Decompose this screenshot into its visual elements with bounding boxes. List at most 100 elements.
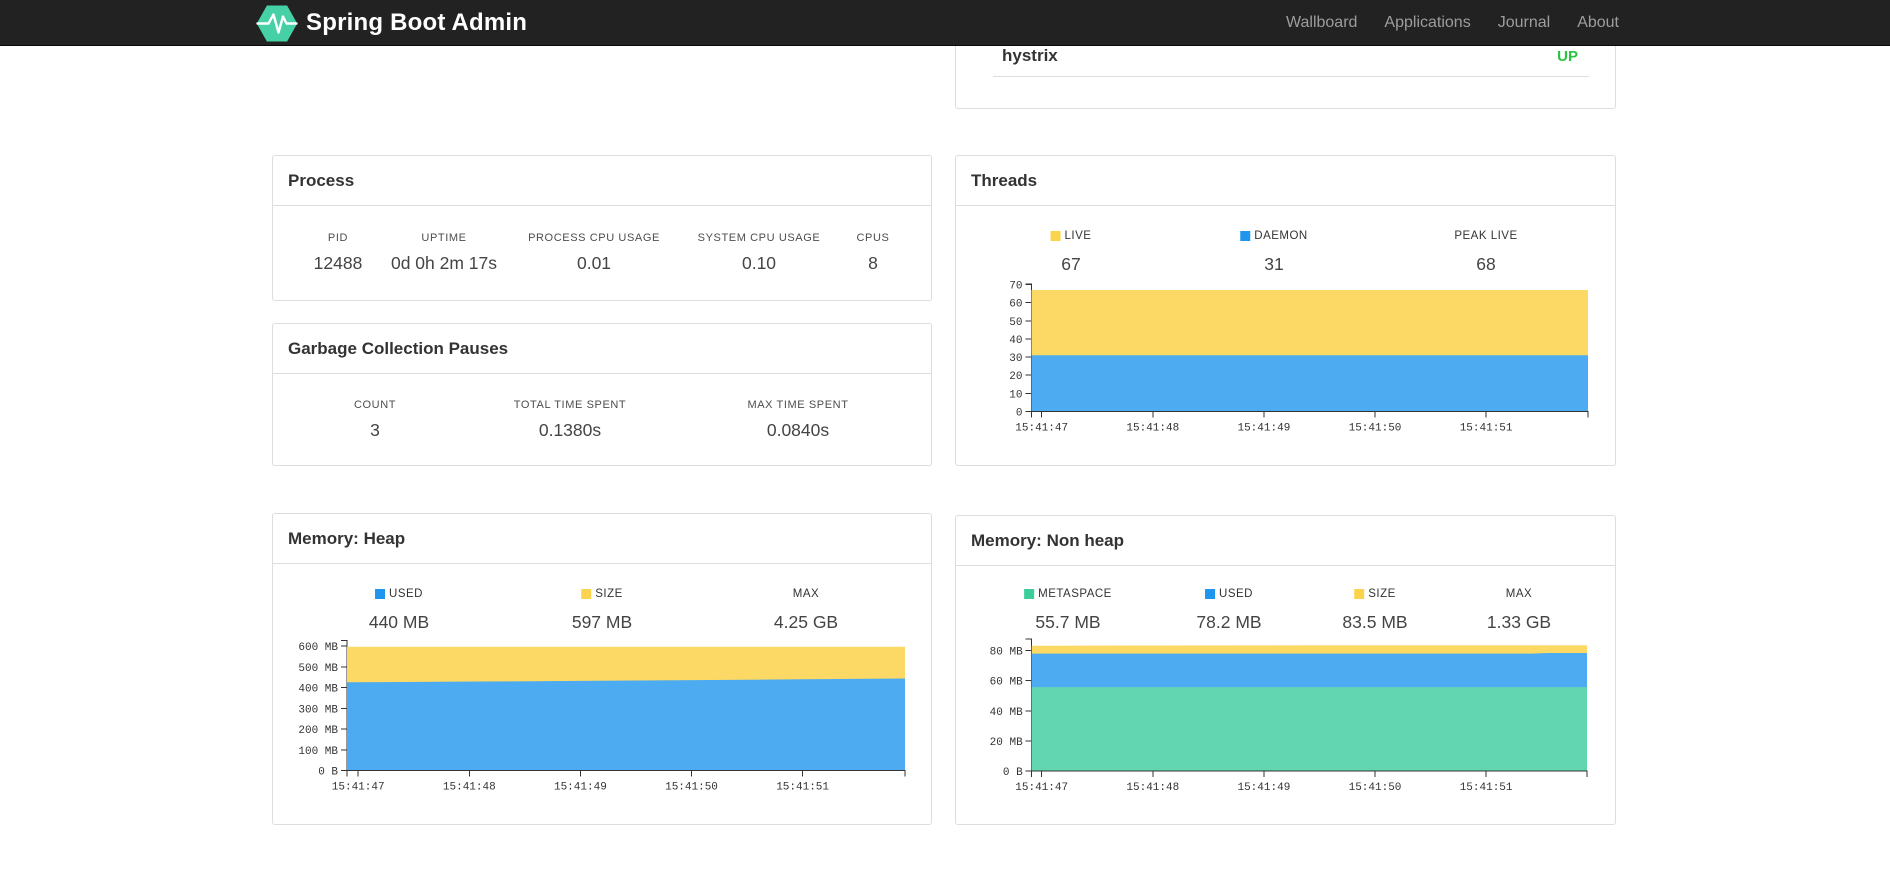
svg-text:20: 20 [1009, 371, 1022, 383]
svg-text:15:41:47: 15:41:47 [1015, 423, 1068, 435]
system-cpu-usage-value: 0.10 [741, 253, 777, 273]
svg-text:15:41:48: 15:41:48 [443, 782, 496, 794]
navbar-brand-title: Spring Boot Admin [306, 9, 528, 36]
gc-count-label: COUNT [353, 399, 397, 411]
nonheap-legend-size: SIZE [1354, 588, 1396, 600]
svg-text:40: 40 [1009, 335, 1022, 347]
process-panel-title: Process [273, 156, 931, 206]
svg-text:100 MB: 100 MB [298, 746, 338, 758]
threads-daemon-value: 31 [1264, 254, 1284, 274]
heap-legend-max: MAX [792, 588, 820, 600]
garbage-collection-panel: Garbage Collection Pauses COUNT 3 TOTAL … [272, 323, 932, 466]
hystrix-status-badge: UP [1557, 48, 1578, 65]
heap-size-value: 597 MB [571, 612, 633, 632]
process-pid-label: PID [327, 232, 349, 244]
memory-nonheap-panel: Memory: Non heap METASPACE USED SIZE MAX… [955, 515, 1616, 825]
svg-text:70: 70 [1009, 281, 1022, 293]
process-cpu-usage-value: 0.01 [576, 253, 612, 273]
memory-nonheap-chart: 0 B 20 MB 40 MB 60 MB 80 MB 15:41:47 15:41:48 1… [990, 638, 1588, 794]
svg-text:0 B: 0 B [318, 767, 338, 779]
nonheap-metaspace-value: 55.7 MB [1035, 612, 1101, 632]
svg-text:0: 0 [1016, 408, 1023, 420]
nonheap-legend-used: USED [1205, 588, 1253, 600]
svg-text:20 MB: 20 MB [990, 737, 1023, 749]
live-swatch-icon [1050, 231, 1061, 241]
svg-text:15:41:49: 15:41:49 [1237, 782, 1290, 794]
svg-text:50: 50 [1009, 317, 1022, 329]
svg-text:15:41:51: 15:41:51 [1460, 423, 1513, 435]
nonheap-used-swatch-icon [1205, 589, 1216, 599]
svg-text:60: 60 [1009, 299, 1022, 311]
nav-item-wallboard[interactable]: Wallboard [1285, 14, 1358, 31]
nonheap-used-value: 78.2 MB [1196, 612, 1262, 632]
nonheap-legend-metaspace: METASPACE [1024, 588, 1112, 600]
threads-legend-live: LIVE [1050, 230, 1092, 242]
threads-legend-peak-live: PEAK LIVE [1454, 230, 1518, 242]
nonheap-size-swatch-icon [1354, 589, 1365, 599]
memory-heap-chart: 0 B 100 MB 200 MB 300 MB 400 MB 500 MB 600 MB 1… [298, 640, 906, 794]
svg-text:10: 10 [1009, 389, 1022, 401]
svg-text:600 MB: 600 MB [298, 642, 338, 654]
nonheap-max-value: 1.33 GB [1486, 612, 1552, 632]
navbar-brand[interactable]: Spring Boot Admin [256, 0, 527, 46]
process-uptime-value: 0d 0h 2m 17s [390, 253, 498, 273]
process-panel: Process PID 12488 UPTIME 0d 0h 2m 17s PR… [272, 155, 932, 301]
heap-panel-title: Memory: Heap [273, 514, 931, 564]
spring-boot-admin-logo-icon [256, 5, 298, 41]
navbar-links: Wallboard Applications Journal About [1259, 0, 1619, 46]
gc-count-value: 3 [370, 420, 380, 440]
gc-panel-title: Garbage Collection Pauses [273, 324, 931, 374]
threads-panel: Threads LIVE DAEMON PEAK LIVE 67 31 68 0… [955, 155, 1616, 466]
process-cpus-label: CPUS [856, 232, 890, 244]
svg-text:30: 30 [1009, 353, 1022, 365]
gc-total-time-value: 0.1380s [538, 420, 602, 440]
heap-used-value: 440 MB [368, 612, 430, 632]
svg-text:15:41:50: 15:41:50 [665, 782, 718, 794]
svg-text:500 MB: 500 MB [298, 663, 338, 675]
process-cpus-value: 8 [868, 253, 878, 273]
process-pid-value: 12488 [313, 253, 363, 273]
heap-legend-used: USED [375, 588, 423, 600]
nav-item-about[interactable]: About [1577, 14, 1619, 31]
svg-text:0 B: 0 B [1003, 767, 1023, 779]
hystrix-service-name: hystrix [1002, 46, 1058, 65]
threads-panel-title: Threads [956, 156, 1615, 206]
nonheap-legend-max: MAX [1505, 588, 1533, 600]
svg-text:15:41:50: 15:41:50 [1349, 423, 1402, 435]
svg-text:40 MB: 40 MB [990, 707, 1023, 719]
hystrix-divider [993, 76, 1589, 77]
metaspace-swatch-icon [1024, 589, 1035, 599]
svg-text:15:41:49: 15:41:49 [554, 782, 607, 794]
nav-item-journal[interactable]: Journal [1497, 14, 1551, 31]
svg-text:15:41:51: 15:41:51 [776, 782, 829, 794]
gc-max-time-label: MAX TIME SPENT [747, 399, 849, 411]
svg-text:15:41:50: 15:41:50 [1349, 782, 1402, 794]
used-swatch-icon [375, 589, 386, 599]
threads-peak-live-value: 68 [1476, 254, 1496, 274]
svg-text:60 MB: 60 MB [990, 677, 1023, 689]
memory-heap-panel: Memory: Heap USED SIZE MAX 440 MB 597 MB… [272, 513, 932, 825]
system-cpu-usage-label: SYSTEM CPU USAGE [697, 232, 821, 244]
size-swatch-icon [581, 589, 592, 599]
svg-text:15:41:47: 15:41:47 [1015, 782, 1068, 794]
daemon-swatch-icon [1240, 231, 1251, 241]
nav-item-applications[interactable]: Applications [1384, 14, 1471, 31]
nonheap-size-value: 83.5 MB [1342, 612, 1408, 632]
gc-max-time-value: 0.0840s [766, 420, 830, 440]
gc-total-time-label: TOTAL TIME SPENT [513, 399, 627, 411]
process-cpu-usage-label: PROCESS CPU USAGE [528, 232, 660, 244]
threads-chart: 0 10 20 30 40 50 60 70 15:41:47 15:41:48 15:41:49 1… [1009, 281, 1589, 435]
process-uptime-label: UPTIME [421, 232, 467, 244]
svg-text:80 MB: 80 MB [990, 647, 1023, 659]
heap-legend-size: SIZE [581, 588, 623, 600]
svg-text:15:41:51: 15:41:51 [1460, 782, 1513, 794]
threads-legend-daemon: DAEMON [1240, 230, 1307, 242]
svg-text:300 MB: 300 MB [298, 704, 338, 716]
svg-text:15:41:49: 15:41:49 [1237, 423, 1290, 435]
svg-text:15:41:48: 15:41:48 [1126, 423, 1179, 435]
svg-text:400 MB: 400 MB [298, 684, 338, 696]
svg-text:200 MB: 200 MB [298, 725, 338, 737]
svg-text:15:41:47: 15:41:47 [332, 782, 385, 794]
heap-max-value: 4.25 GB [773, 612, 839, 632]
